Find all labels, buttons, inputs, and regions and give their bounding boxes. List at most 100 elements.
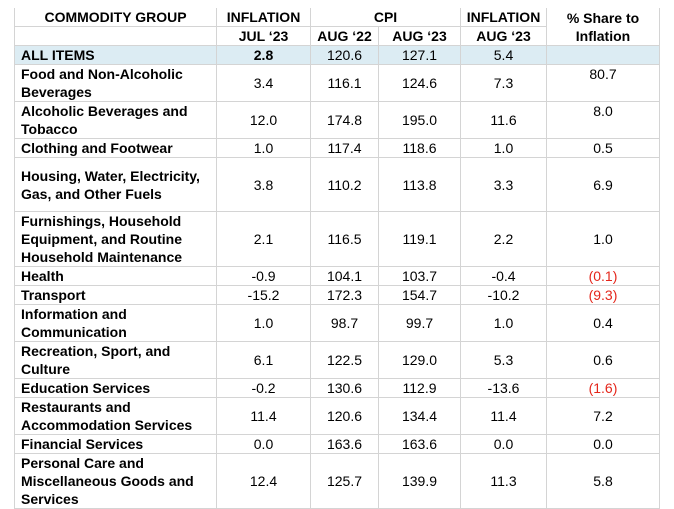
table-row: Furnishings, Household Equipment, and Ro… (14, 211, 660, 267)
inflation-jul23-cell: -15.2 (216, 285, 311, 305)
header-inflation-aug: INFLATION (460, 8, 547, 27)
inflation-jul23-cell: 12.0 (216, 101, 311, 139)
commodity-name-cell: Restaurants and Accommodation Services (14, 397, 217, 435)
inflation-aug23-cell: -0.4 (460, 266, 547, 286)
cpi-aug23-cell: 118.6 (378, 138, 461, 158)
commodity-name-cell: Education Services (14, 378, 217, 398)
share-to-inflation-cell: (1.6) (546, 378, 660, 398)
share-to-inflation-cell: 0.6 (546, 341, 660, 379)
cpi-aug22-cell: 120.6 (310, 45, 379, 65)
inflation-aug23-cell: 0.0 (460, 434, 547, 454)
header-commodity-group: COMMODITY GROUP (14, 8, 217, 27)
share-to-inflation-cell: 0.5 (546, 138, 660, 158)
subheader-jul23: JUL ‘23 (216, 26, 311, 46)
commodity-name-cell: Recreation, Sport, and Culture (14, 341, 217, 379)
share-to-inflation-cell: 6.9 (546, 157, 660, 212)
inflation-aug23-cell: 5.3 (460, 341, 547, 379)
table-row: Alcoholic Beverages and Tobacco 12.0 174.8… (14, 101, 660, 139)
commodity-name-cell: Financial Services (14, 434, 217, 454)
inflation-aug23-cell: -13.6 (460, 378, 547, 398)
cpi-aug22-cell: 122.5 (310, 341, 379, 379)
inflation-aug23-cell: 5.4 (460, 45, 547, 65)
cpi-aug23-cell: 124.6 (378, 64, 461, 102)
commodity-name-cell: Furnishings, Household Equipment, and Ro… (14, 211, 217, 267)
inflation-aug23-cell: 1.0 (460, 304, 547, 342)
header-blank (14, 26, 217, 46)
table-row: Financial Services 0.0 163.6 163.6 0.0 0.0 (14, 434, 660, 454)
inflation-jul23-cell: 6.1 (216, 341, 311, 379)
commodity-name-cell: Alcoholic Beverages and Tobacco (14, 101, 217, 139)
cpi-aug22-cell: 116.1 (310, 64, 379, 102)
table-row: Clothing and Footwear 1.0 117.4 118.6 1.0 0.5 (14, 138, 660, 158)
inflation-jul23-cell: 1.0 (216, 138, 311, 158)
inflation-aug23-cell: 11.6 (460, 101, 547, 139)
table-row: ALL ITEMS 2.8 120.6 127.1 5.4 (14, 45, 660, 65)
inflation-table: COMMODITY GROUP INFLATION CPI INFLATION … (14, 8, 660, 509)
cpi-aug22-cell: 110.2 (310, 157, 379, 212)
subheader-aug23: AUG ‘23 (378, 26, 461, 46)
table-body: ALL ITEMS 2.8 120.6 127.1 5.4 Food and Non-Al… (14, 45, 660, 509)
cpi-aug22-cell: 120.6 (310, 397, 379, 435)
cpi-aug23-cell: 127.1 (378, 45, 461, 65)
inflation-jul23-cell: 12.4 (216, 453, 311, 509)
inflation-jul23-cell: 11.4 (216, 397, 311, 435)
subheader-aug23-inflation: AUG ‘23 (460, 26, 547, 46)
inflation-jul23-cell: 0.0 (216, 434, 311, 454)
cpi-aug23-cell: 163.6 (378, 434, 461, 454)
inflation-jul23-cell: 1.0 (216, 304, 311, 342)
share-to-inflation-cell: 7.2 (546, 397, 660, 435)
cpi-aug23-cell: 112.9 (378, 378, 461, 398)
header-inflation-jul: INFLATION (216, 8, 311, 27)
table-row: Transport -15.2 172.3 154.7 -10.2 (9.3) (14, 285, 660, 305)
cpi-aug23-cell: 139.9 (378, 453, 461, 509)
cpi-aug22-cell: 125.7 (310, 453, 379, 509)
share-to-inflation-cell: 80.7 (546, 64, 660, 102)
commodity-name-cell: Housing, Water, Electricity, Gas, and Ot… (14, 157, 217, 212)
header-share-line1: % Share to (566, 9, 640, 26)
share-to-inflation-cell: (0.1) (546, 266, 660, 286)
share-to-inflation-cell: 1.0 (546, 211, 660, 267)
table-row: Housing, Water, Electricity, Gas, and Ot… (14, 157, 660, 212)
share-to-inflation-cell: 0.0 (546, 434, 660, 454)
cpi-aug22-cell: 117.4 (310, 138, 379, 158)
commodity-name-cell: Information and Communication (14, 304, 217, 342)
commodity-name-cell: Clothing and Footwear (14, 138, 217, 158)
table-row: Restaurants and Accommodation Services 11… (14, 397, 660, 435)
commodity-name-cell: Food and Non-Alcoholic Beverages (14, 64, 217, 102)
inflation-jul23-cell: -0.2 (216, 378, 311, 398)
subheader-aug22: AUG ‘22 (310, 26, 379, 46)
share-to-inflation-cell: 5.8 (546, 453, 660, 509)
table-row: Education Services -0.2 130.6 112.9 -13.6 (1.… (14, 378, 660, 398)
share-to-inflation-cell: 8.0 (546, 101, 660, 139)
cpi-aug22-cell: 116.5 (310, 211, 379, 267)
commodity-name-cell: ALL ITEMS (14, 45, 217, 65)
inflation-jul23-cell: 2.8 (216, 45, 311, 65)
inflation-aug23-cell: 11.4 (460, 397, 547, 435)
table-row: Health -0.9 104.1 103.7 -0.4 (0.1) (14, 266, 660, 286)
table-row: Recreation, Sport, and Culture 6.1 122.5 12… (14, 341, 660, 379)
inflation-jul23-cell: 3.8 (216, 157, 311, 212)
share-to-inflation-cell (546, 45, 660, 65)
share-to-inflation-cell: 0.4 (546, 304, 660, 342)
cpi-aug23-cell: 99.7 (378, 304, 461, 342)
cpi-aug22-cell: 163.6 (310, 434, 379, 454)
header-share-line2: Inflation (575, 27, 631, 44)
inflation-aug23-cell: 11.3 (460, 453, 547, 509)
cpi-aug22-cell: 98.7 (310, 304, 379, 342)
share-to-inflation-cell: (9.3) (546, 285, 660, 305)
header-share-to-inflation: % Share to Inflation (546, 8, 660, 46)
cpi-aug22-cell: 130.6 (310, 378, 379, 398)
cpi-aug23-cell: 134.4 (378, 397, 461, 435)
cpi-aug23-cell: 103.7 (378, 266, 461, 286)
cpi-aug22-cell: 104.1 (310, 266, 379, 286)
table-row: Information and Communication 1.0 98.7 99.7… (14, 304, 660, 342)
header-cpi: CPI (310, 8, 461, 27)
cpi-aug23-cell: 119.1 (378, 211, 461, 267)
commodity-name-cell: Transport (14, 285, 217, 305)
inflation-aug23-cell: 3.3 (460, 157, 547, 212)
cpi-aug23-cell: 154.7 (378, 285, 461, 305)
inflation-aug23-cell: 2.2 (460, 211, 547, 267)
table-row: Personal Care and Miscellaneous Goods an… (14, 453, 660, 509)
cpi-aug23-cell: 113.8 (378, 157, 461, 212)
inflation-jul23-cell: -0.9 (216, 266, 311, 286)
